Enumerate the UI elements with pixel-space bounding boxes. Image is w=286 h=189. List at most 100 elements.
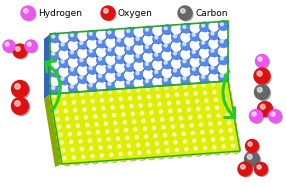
Circle shape xyxy=(60,141,63,144)
Circle shape xyxy=(220,57,223,60)
Circle shape xyxy=(60,68,69,77)
Circle shape xyxy=(70,154,81,164)
Circle shape xyxy=(155,36,158,39)
Circle shape xyxy=(167,102,170,105)
Circle shape xyxy=(220,56,229,65)
Circle shape xyxy=(200,57,209,66)
Circle shape xyxy=(112,113,122,123)
Circle shape xyxy=(172,50,181,60)
Circle shape xyxy=(79,32,88,41)
Circle shape xyxy=(145,87,155,97)
Circle shape xyxy=(162,59,172,69)
Circle shape xyxy=(157,108,168,119)
Circle shape xyxy=(201,89,212,100)
Circle shape xyxy=(70,67,79,76)
Circle shape xyxy=(80,153,90,164)
Circle shape xyxy=(201,138,211,148)
Circle shape xyxy=(160,124,170,134)
Circle shape xyxy=(148,109,158,119)
Circle shape xyxy=(100,98,110,108)
Circle shape xyxy=(199,123,203,126)
Circle shape xyxy=(257,71,262,76)
Circle shape xyxy=(116,37,125,46)
Circle shape xyxy=(78,90,89,101)
Circle shape xyxy=(116,54,125,64)
Circle shape xyxy=(127,64,130,67)
Circle shape xyxy=(145,79,154,88)
Circle shape xyxy=(144,43,153,53)
Circle shape xyxy=(61,51,64,54)
Circle shape xyxy=(117,56,120,59)
Circle shape xyxy=(80,59,83,62)
Circle shape xyxy=(116,80,125,89)
Circle shape xyxy=(81,154,91,164)
Circle shape xyxy=(220,88,231,98)
Circle shape xyxy=(219,129,229,139)
Circle shape xyxy=(148,103,152,106)
Circle shape xyxy=(183,43,186,46)
Circle shape xyxy=(27,42,38,53)
Circle shape xyxy=(210,130,213,133)
Circle shape xyxy=(51,34,60,43)
Circle shape xyxy=(212,145,222,155)
Circle shape xyxy=(54,116,65,126)
Circle shape xyxy=(221,96,232,106)
Circle shape xyxy=(125,79,134,89)
Circle shape xyxy=(194,147,197,150)
Circle shape xyxy=(160,118,164,121)
Circle shape xyxy=(145,71,148,74)
Circle shape xyxy=(258,57,262,61)
Circle shape xyxy=(194,92,197,95)
Circle shape xyxy=(114,129,124,138)
Circle shape xyxy=(220,40,223,43)
Circle shape xyxy=(136,29,139,32)
Circle shape xyxy=(190,74,200,84)
Circle shape xyxy=(105,136,115,146)
Circle shape xyxy=(164,78,167,81)
Circle shape xyxy=(192,50,201,59)
Circle shape xyxy=(145,54,148,57)
Circle shape xyxy=(180,124,184,128)
Circle shape xyxy=(190,40,200,50)
Circle shape xyxy=(181,41,191,50)
Circle shape xyxy=(89,97,99,108)
Circle shape xyxy=(89,57,98,67)
Circle shape xyxy=(201,32,210,41)
Circle shape xyxy=(89,83,98,92)
Circle shape xyxy=(134,27,144,37)
Circle shape xyxy=(80,67,83,70)
Circle shape xyxy=(90,147,93,150)
Circle shape xyxy=(70,76,79,85)
Circle shape xyxy=(123,121,126,124)
Circle shape xyxy=(161,132,172,142)
Text: Hydrogen: Hydrogen xyxy=(38,9,82,18)
Circle shape xyxy=(155,27,158,30)
Circle shape xyxy=(155,45,158,48)
Circle shape xyxy=(70,99,81,109)
Circle shape xyxy=(135,63,144,72)
Circle shape xyxy=(173,85,183,95)
Circle shape xyxy=(209,22,219,31)
Circle shape xyxy=(229,142,240,153)
Circle shape xyxy=(166,108,177,118)
Circle shape xyxy=(97,55,106,65)
Circle shape xyxy=(192,139,196,143)
Circle shape xyxy=(229,129,232,132)
Circle shape xyxy=(202,24,205,27)
Circle shape xyxy=(183,140,186,143)
Circle shape xyxy=(164,35,173,44)
Circle shape xyxy=(182,76,191,85)
Circle shape xyxy=(55,123,66,134)
Circle shape xyxy=(211,58,214,61)
Circle shape xyxy=(215,112,225,122)
Circle shape xyxy=(117,81,126,90)
Circle shape xyxy=(168,109,178,119)
Circle shape xyxy=(153,133,163,143)
Circle shape xyxy=(105,129,115,139)
Circle shape xyxy=(144,85,154,96)
Circle shape xyxy=(144,35,153,44)
Circle shape xyxy=(156,150,160,153)
Circle shape xyxy=(211,88,221,99)
Circle shape xyxy=(150,124,161,135)
Circle shape xyxy=(173,43,182,52)
